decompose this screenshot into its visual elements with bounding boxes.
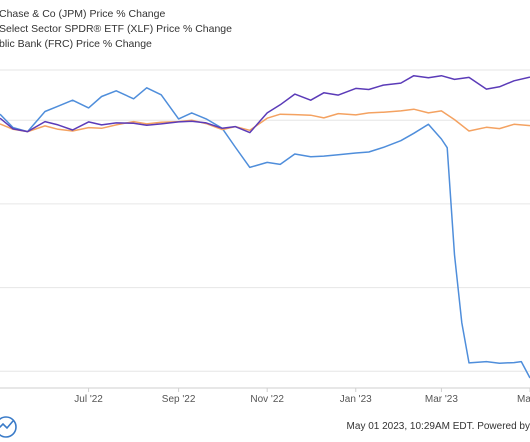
x-tick-label-2: Nov '22 [250,394,284,405]
series-lines [0,74,530,379]
x-tick-label-1: Sep '22 [162,394,196,405]
footer-powered-by[interactable]: Powered by [477,421,530,432]
series-line-2[interactable] [0,87,530,379]
chart-footer: May 01 2023, 10:29AM EDT. Powered by [347,421,530,432]
legend-label-frc: blic Bank (FRC) Price % Change [0,38,152,50]
legend-label-xlf: Select Sector SPDR® ETF (XLF) Price % Ch… [0,23,232,35]
ycharts-logo-icon [0,416,17,438]
x-tick-label-5: Ma [517,394,530,405]
x-tick-label-4: Mar '23 [425,394,458,405]
series-line-0[interactable] [0,74,530,134]
series-line-1[interactable] [0,108,530,133]
footer-timestamp: May 01 2023, 10:29AM EDT. [346,421,475,432]
gridlines [0,69,530,372]
x-tick-label-0: Jul '22 [74,394,103,405]
legend-label-jpm: Chase & Co (JPM) Price % Change [0,8,166,20]
x-axis: Jul '22 Sep '22 Nov '22 Jan '23 Mar '23 Ma [0,387,530,405]
x-tick-label-3: Jan '23 [340,394,372,405]
